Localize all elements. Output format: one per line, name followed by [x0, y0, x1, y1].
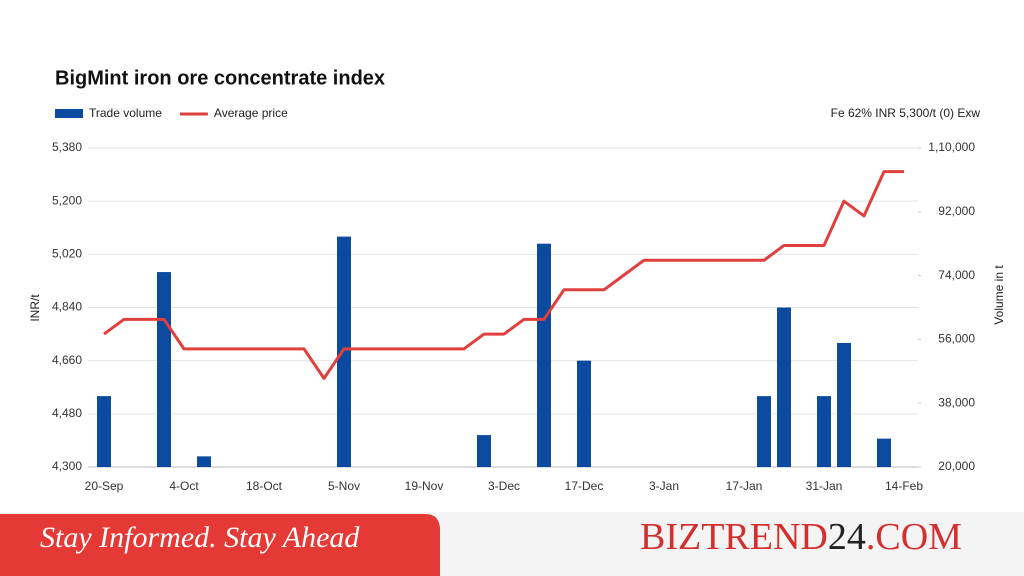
banner: Stay Informed. Stay Ahead BIZTREND24.COM: [0, 512, 1024, 576]
x-tick-label: 18-Oct: [246, 479, 283, 493]
y2-axis-label: Volume in t: [992, 265, 1006, 325]
y2-tick-label: 92,000: [938, 204, 975, 218]
y-tick-label: 5,380: [52, 140, 82, 154]
bar: [537, 243, 551, 467]
price-line: [103, 170, 904, 380]
y-tick-label: 5,200: [52, 193, 82, 207]
bar: [337, 236, 351, 467]
y-tick-label: 5,020: [52, 247, 82, 261]
y-axis-label: INR/t: [28, 294, 42, 322]
brand-part: .COM: [866, 516, 962, 558]
brand-part: BIZTREND: [640, 516, 828, 558]
x-tick-label: 14-Feb: [885, 479, 923, 493]
x-tick-label: 20-Sep: [85, 479, 124, 493]
x-tick-label: 17-Jan: [726, 479, 763, 493]
y2-tick-label: 38,000: [938, 395, 975, 409]
bar: [197, 456, 211, 467]
bar: [477, 435, 491, 467]
x-tick-label: 3-Jan: [649, 479, 679, 493]
bar: [757, 396, 771, 467]
x-tick-label: 3-Dec: [488, 479, 520, 493]
bar: [817, 396, 831, 467]
y-tick-label: 4,300: [52, 459, 82, 473]
bar: [97, 396, 111, 467]
bar: [837, 342, 851, 467]
bar: [577, 360, 591, 467]
y-tick-label: 4,660: [52, 353, 82, 367]
x-tick-label: 4-Oct: [169, 479, 199, 493]
y2-tick-label: 56,000: [938, 332, 975, 346]
y-tick-label: 4,840: [52, 300, 82, 314]
brand: BIZTREND24.COM: [640, 516, 962, 558]
y2-tick-label: 74,000: [938, 268, 975, 282]
bar: [157, 272, 171, 467]
y2-tick-label: 1,10,000: [928, 140, 975, 154]
bar: [777, 307, 791, 467]
tagline: Stay Informed. Stay Ahead: [40, 521, 360, 554]
chart-title: BigMint iron ore concentrate index: [55, 67, 385, 89]
y2-tick-label: 20,000: [938, 459, 975, 473]
chart: BigMint iron ore concentrate index Fe 62…: [28, 67, 1006, 493]
x-tick-label: 17-Dec: [565, 479, 604, 493]
bar: [877, 438, 891, 467]
legend-swatch: [55, 109, 83, 118]
y-tick-label: 4,480: [52, 406, 82, 420]
x-tick-label: 5-Nov: [328, 479, 360, 493]
x-tick-label: 31-Jan: [806, 479, 843, 493]
x-tick-label: 19-Nov: [405, 479, 444, 493]
tagline-box: [0, 514, 440, 576]
brand-part: 24: [828, 516, 866, 558]
chart-note: Fe 62% INR 5,300/t (0) Exw: [831, 106, 981, 120]
legend-label: Trade volume: [89, 106, 162, 120]
legend-label: Average price: [214, 106, 288, 120]
